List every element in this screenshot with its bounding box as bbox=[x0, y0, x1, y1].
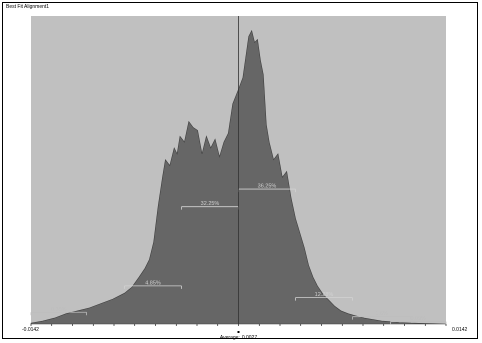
annotation-label-4: 12.28% bbox=[315, 292, 334, 298]
average-value-text: 0.0027 bbox=[242, 335, 258, 341]
annotation-label-5: 1.6% bbox=[375, 311, 388, 317]
annotation-label-3: 36.25% bbox=[258, 184, 277, 190]
average-label-text: Average: bbox=[220, 335, 240, 341]
average-label: Average: 0.0027 bbox=[220, 335, 257, 341]
x-axis-min-label: -0.0142 bbox=[22, 327, 39, 333]
annotation-label-2: 32.25% bbox=[201, 201, 220, 207]
annotation-label-6: 0.09% bbox=[410, 316, 426, 322]
window-title: Best Fit Alignment1 bbox=[6, 4, 50, 10]
annotation-label-1: 4.85% bbox=[145, 280, 161, 286]
x-axis-max-label: 0.0142 bbox=[452, 327, 468, 333]
axis-ticks bbox=[30, 324, 447, 326]
annotation-group: 0.35% 4.85% 32.25% 36.25% 12.28% 1.6% 0.09% bbox=[30, 184, 447, 325]
annotation-label-0: 0.35% bbox=[51, 307, 67, 313]
average-marker bbox=[237, 331, 240, 333]
